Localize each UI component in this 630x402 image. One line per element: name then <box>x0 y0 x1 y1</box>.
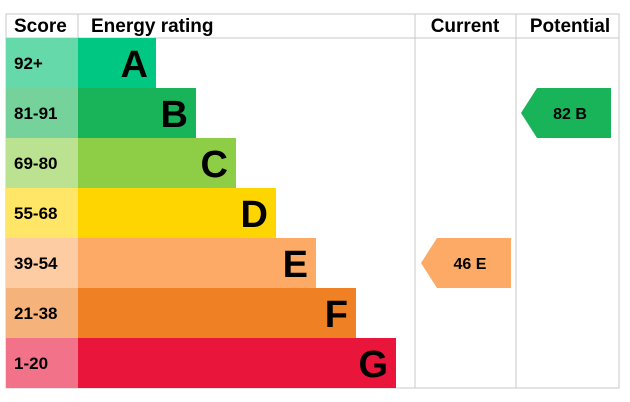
band-letter-c: C <box>201 144 228 186</box>
score-label-d: 55-68 <box>14 204 57 223</box>
score-label-f: 21-38 <box>14 304 57 323</box>
score-cell-e <box>6 238 78 288</box>
header-current: Current <box>431 16 500 37</box>
score-label-c: 69-80 <box>14 154 57 173</box>
potential-rating-label: 82 B <box>553 106 587 123</box>
header-score: Score <box>14 16 67 37</box>
score-cell-f <box>6 288 78 338</box>
band-bar-f <box>78 288 356 338</box>
score-label-a: 92+ <box>14 54 43 73</box>
score-label-e: 39-54 <box>14 254 58 273</box>
band-letter-a: A <box>121 44 148 86</box>
score-cell-a <box>6 38 78 88</box>
rating-markers: 46 E 82 B <box>421 88 611 288</box>
band-letter-d: D <box>241 194 268 236</box>
score-cell-d <box>6 188 78 238</box>
header-energy-rating: Energy rating <box>91 16 213 37</box>
score-cell-b <box>6 88 78 138</box>
band-bar-e <box>78 238 316 288</box>
band-bar-d <box>78 188 276 238</box>
score-label-b: 81-91 <box>14 104 57 123</box>
band-letter-e: E <box>283 244 308 286</box>
band-letter-b: B <box>161 94 188 136</box>
score-label-g: 1-20 <box>14 354 48 373</box>
band-bar-b <box>78 88 196 138</box>
band-bar-g <box>78 338 396 388</box>
rating-bands: 92+ A 81-91 B 69-80 C 55-68 D 39-54 E 21-38 F 1-20 G <box>6 38 396 388</box>
band-bar-c <box>78 138 236 188</box>
potential-rating-arrow <box>521 88 611 138</box>
band-letter-f: F <box>325 294 348 336</box>
score-cell-g <box>6 338 78 388</box>
header-potential: Potential <box>530 16 610 37</box>
score-cell-c <box>6 138 78 188</box>
current-rating-arrow <box>421 238 511 288</box>
band-bar-a <box>78 38 156 88</box>
band-letter-g: G <box>358 344 388 386</box>
current-rating-label: 46 E <box>454 256 487 273</box>
